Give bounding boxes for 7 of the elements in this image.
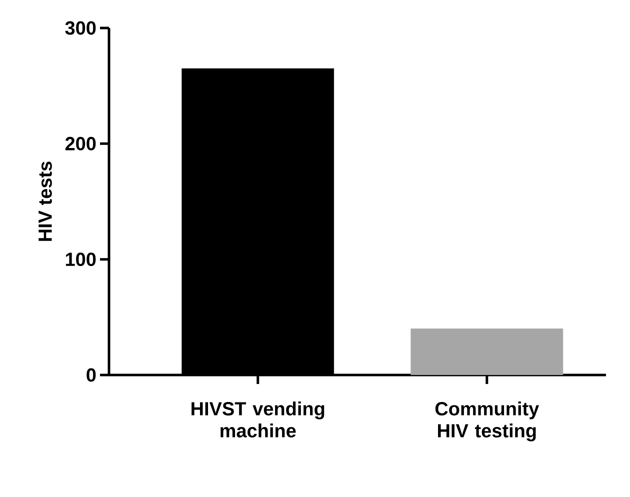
y-tick-label: 0	[86, 368, 96, 382]
y-tick-label: 300	[65, 21, 96, 35]
y-tick-label: 100	[66, 252, 96, 266]
y-tick-label: 200	[65, 136, 96, 150]
x-tick-label: HIVST vending machine	[192, 402, 324, 438]
x-tick-label: Community HIV testing	[435, 402, 540, 442]
y-axis-title: HIV tests	[38, 162, 52, 241]
